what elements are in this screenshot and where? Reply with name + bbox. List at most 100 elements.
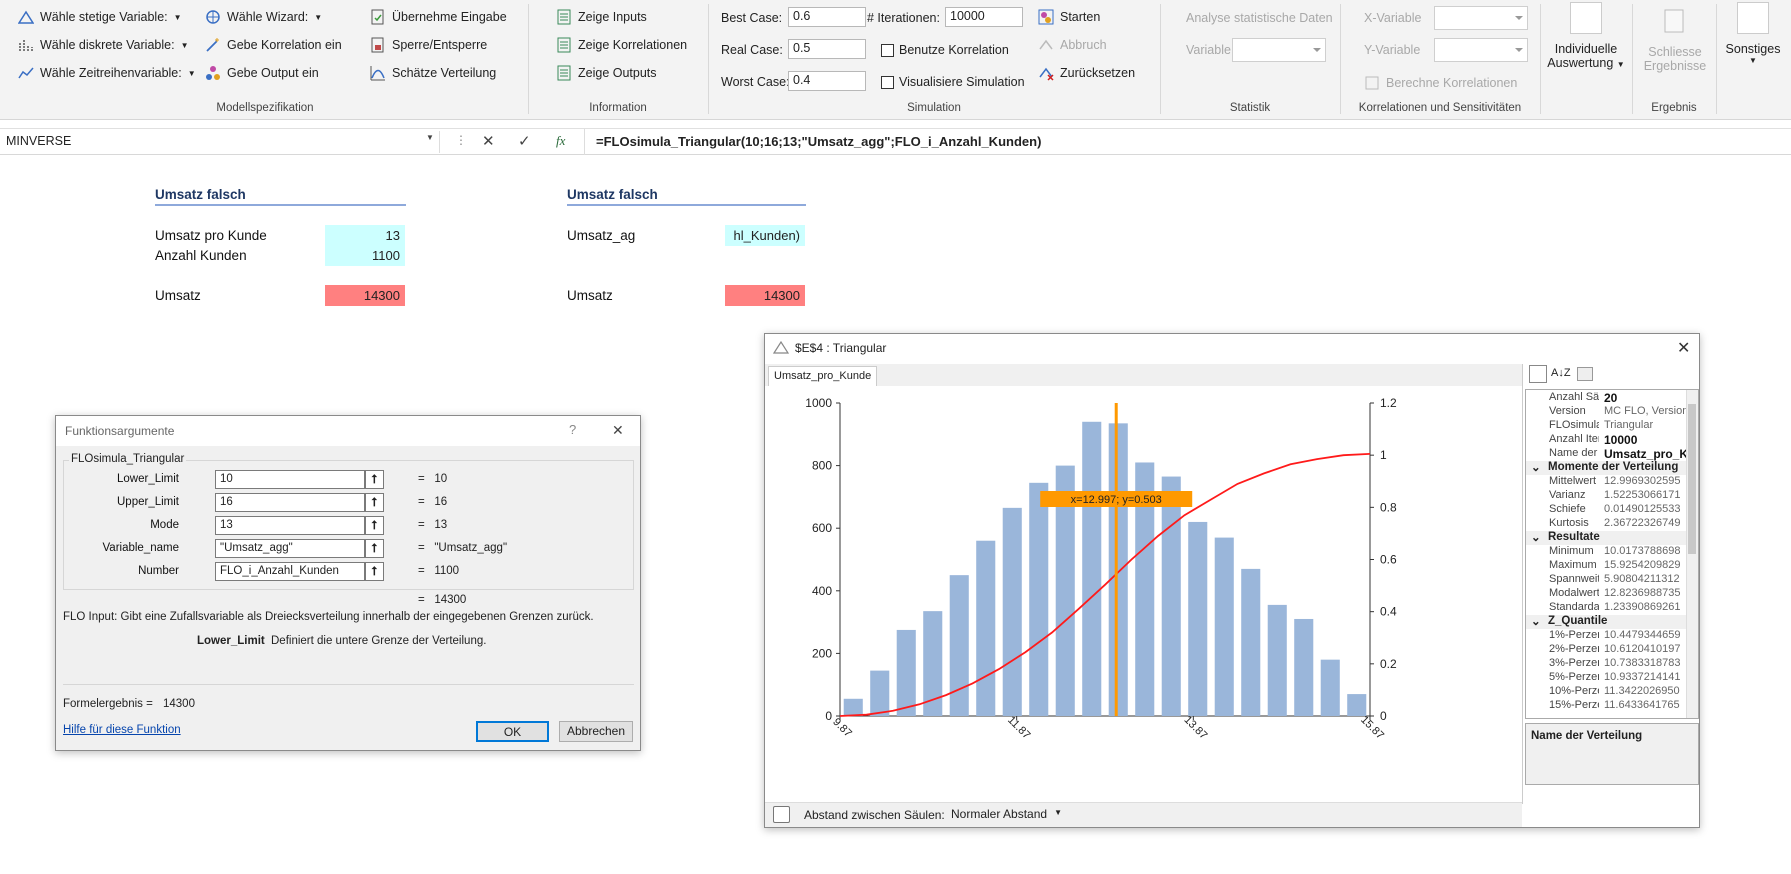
function-help-link[interactable]: Hilfe für diese Funktion [63, 724, 181, 736]
property-row[interactable]: FLOsimula Triangular [1526, 419, 1698, 433]
property-row[interactable]: Kurtosis 2.36722326749 [1526, 517, 1698, 531]
property-row[interactable]: Standardat 1.23390869261 [1526, 601, 1698, 615]
property-row[interactable]: 5%-Perzer 10.9337214141 [1526, 671, 1698, 685]
property-row[interactable]: Anzahl Säu 20 [1526, 391, 1698, 405]
best-case-input[interactable]: 0.6 [788, 7, 866, 27]
left-row3-value-cell[interactable]: 14300 [325, 285, 405, 306]
start-icon [1038, 9, 1054, 25]
right-table-title: Umsatz falsch [567, 187, 658, 202]
right-row1-value-cell[interactable]: hl_Kunden) [725, 225, 805, 246]
close-results-button[interactable]: Schliesse Ergebnisse [1636, 8, 1714, 73]
iterations-label: # Iterationen: [867, 11, 940, 25]
categorized-view-icon[interactable] [1529, 365, 1547, 383]
more-options-icon[interactable]: ⋮ [455, 133, 467, 147]
compute-correlations-button[interactable]: Berechne Korrelationen [1364, 75, 1517, 91]
property-row[interactable]: Mittelwert 12.9969302595 [1526, 475, 1698, 489]
close-label: Schliesse [1648, 45, 1702, 59]
property-row[interactable]: Anzahl Iter 10000 [1526, 433, 1698, 447]
scrollbar-thumb[interactable] [1688, 404, 1696, 554]
property-row[interactable]: 10%-Perze 11.3422026950 [1526, 685, 1698, 699]
select-wizard-button[interactable]: Wähle Wizard: ▼ [205, 9, 322, 25]
total-equals: = 14300 [418, 594, 467, 606]
property-row[interactable]: Minimum 10.0173788698 [1526, 545, 1698, 559]
bar-spacing-label: Abstand zwischen Säulen: [804, 808, 945, 822]
argument-input[interactable]: 16 [215, 493, 365, 512]
left-row2-value-cell[interactable]: 1100 [325, 245, 405, 266]
visualize-simulation-checkbox[interactable]: Visualisiere Simulation [881, 75, 1025, 89]
individual-evaluation-button[interactable]: Individuelle Auswertung ▼ [1546, 2, 1626, 74]
show-inputs-button[interactable]: Zeige Inputs [556, 9, 647, 25]
select-timeseries-variable-button[interactable]: Wähle Zeitreihenvariable: ▼ [18, 65, 196, 81]
property-row[interactable]: Maximum 15.9254209829 [1526, 559, 1698, 573]
property-category[interactable]: ⌄ Z_Quantile [1526, 615, 1698, 629]
collapse-category-icon[interactable]: ⌄ [1531, 616, 1541, 628]
collapse-dialog-icon[interactable]: ⭡ [365, 516, 384, 535]
name-box[interactable]: MINVERSE [0, 131, 440, 153]
dialog-close-button[interactable]: ✕ [612, 422, 624, 438]
collapse-dialog-icon[interactable]: ⭡ [365, 539, 384, 558]
start-button[interactable]: Starten [1038, 9, 1100, 25]
dialog-help-button[interactable]: ? [569, 422, 577, 437]
x-variable-dropdown[interactable] [1434, 6, 1528, 30]
property-row[interactable]: 2%-Perzer 10.6120410197 [1526, 643, 1698, 657]
confirm-entry-icon[interactable]: ✓ [518, 133, 531, 150]
property-row[interactable]: Name der V Umsatz_pro_K [1526, 447, 1698, 461]
y-variable-dropdown[interactable] [1434, 38, 1528, 62]
real-case-input[interactable]: 0.5 [788, 39, 866, 59]
alphabetical-sort-icon[interactable]: A↓Z [1551, 367, 1571, 379]
bar-spacing-dropdown[interactable]: Normaler Abstand ▼ [946, 804, 1066, 824]
y2-tick-label: 0.6 [1380, 553, 1397, 567]
left-row1-value-cell[interactable]: 13 [325, 225, 405, 246]
property-row[interactable]: Varianz 1.52253066171 [1526, 489, 1698, 503]
collapse-category-icon[interactable]: ⌄ [1531, 532, 1541, 544]
property-category[interactable]: ⌄ Resultate [1526, 531, 1698, 545]
start-label: Starten [1060, 10, 1101, 24]
property-row[interactable]: Schiefe 0.01490125533 [1526, 503, 1698, 517]
argument-input[interactable]: "Umsatz_agg" [215, 539, 365, 558]
worst-case-input[interactable]: 0.4 [788, 71, 866, 91]
property-row[interactable]: 3%-Perzer 10.7383318783 [1526, 657, 1698, 671]
select-continuous-variable-button[interactable]: Wähle stetige Variable: ▼ [18, 9, 182, 25]
name-box-dropdown-icon[interactable]: ▼ [426, 133, 434, 142]
enter-correlation-button[interactable]: Gebe Korrelation ein [205, 37, 342, 53]
show-correlations-button[interactable]: Zeige Korrelationen [556, 37, 687, 53]
enter-output-button[interactable]: Gebe Output ein [205, 65, 319, 81]
property-pages-icon[interactable] [1577, 367, 1593, 381]
ribbon-separator [708, 4, 709, 114]
abort-button[interactable]: Abbruch [1038, 37, 1107, 53]
insert-function-icon[interactable]: fx [556, 133, 566, 148]
collapse-dialog-icon[interactable]: ⭡ [365, 562, 384, 581]
property-row[interactable]: 15%-Perze 11.6433641765 [1526, 699, 1698, 713]
collapse-category-icon[interactable]: ⌄ [1531, 462, 1541, 474]
property-row[interactable]: 1%-Perzer 10.4479344659 [1526, 629, 1698, 643]
cancel-button[interactable]: Abbrechen [559, 721, 633, 742]
argument-input[interactable]: 10 [215, 470, 365, 489]
collapse-dialog-icon[interactable]: ⭡ [365, 493, 384, 512]
iterations-input[interactable]: 10000 [945, 7, 1023, 27]
select-discrete-variable-button[interactable]: Wähle diskrete Variable: ▼ [18, 37, 188, 53]
argument-result-row: = 10 [418, 473, 448, 485]
argument-input[interactable]: 13 [215, 516, 365, 535]
argument-input[interactable]: FLO_i_Anzahl_Kunden [215, 562, 365, 581]
property-row[interactable]: Modalwert 12.8236988735 [1526, 587, 1698, 601]
estimate-distribution-icon [370, 66, 385, 81]
property-category[interactable]: ⌄ Momente der Verteilung [1526, 461, 1698, 475]
chart-window-close-button[interactable]: ✕ [1677, 340, 1691, 357]
tab-umsatz-pro-kunde[interactable]: Umsatz_pro_Kunde [768, 366, 878, 386]
misc-button[interactable]: Sonstiges ▼ [1722, 2, 1784, 65]
property-row[interactable]: Version MC FLO, Version [1526, 405, 1698, 419]
property-row[interactable]: Spannweite 5.90804211312 [1526, 573, 1698, 587]
ok-button[interactable]: OK [476, 721, 549, 742]
formula-input[interactable]: =FLOsimula_Triangular(10;16;13;"Umsatz_a… [596, 134, 1042, 149]
reset-button[interactable]: Zurücksetzen [1038, 65, 1135, 81]
lock-unlock-button[interactable]: Sperre/Entsperre [370, 37, 487, 53]
use-correlation-checkbox[interactable]: Benutze Korrelation [881, 43, 1009, 57]
variable-dropdown[interactable] [1232, 38, 1326, 62]
accept-input-button[interactable]: Übernehme Eingabe [370, 9, 507, 25]
show-outputs-button[interactable]: Zeige Outputs [556, 65, 657, 81]
cancel-entry-icon[interactable]: ✕ [482, 133, 495, 150]
collapse-dialog-icon[interactable]: ⭡ [365, 470, 384, 489]
chart-options-icon[interactable] [773, 806, 790, 823]
estimate-distribution-button[interactable]: Schätze Verteilung [370, 65, 496, 81]
right-row3-value-cell[interactable]: 14300 [725, 285, 805, 306]
